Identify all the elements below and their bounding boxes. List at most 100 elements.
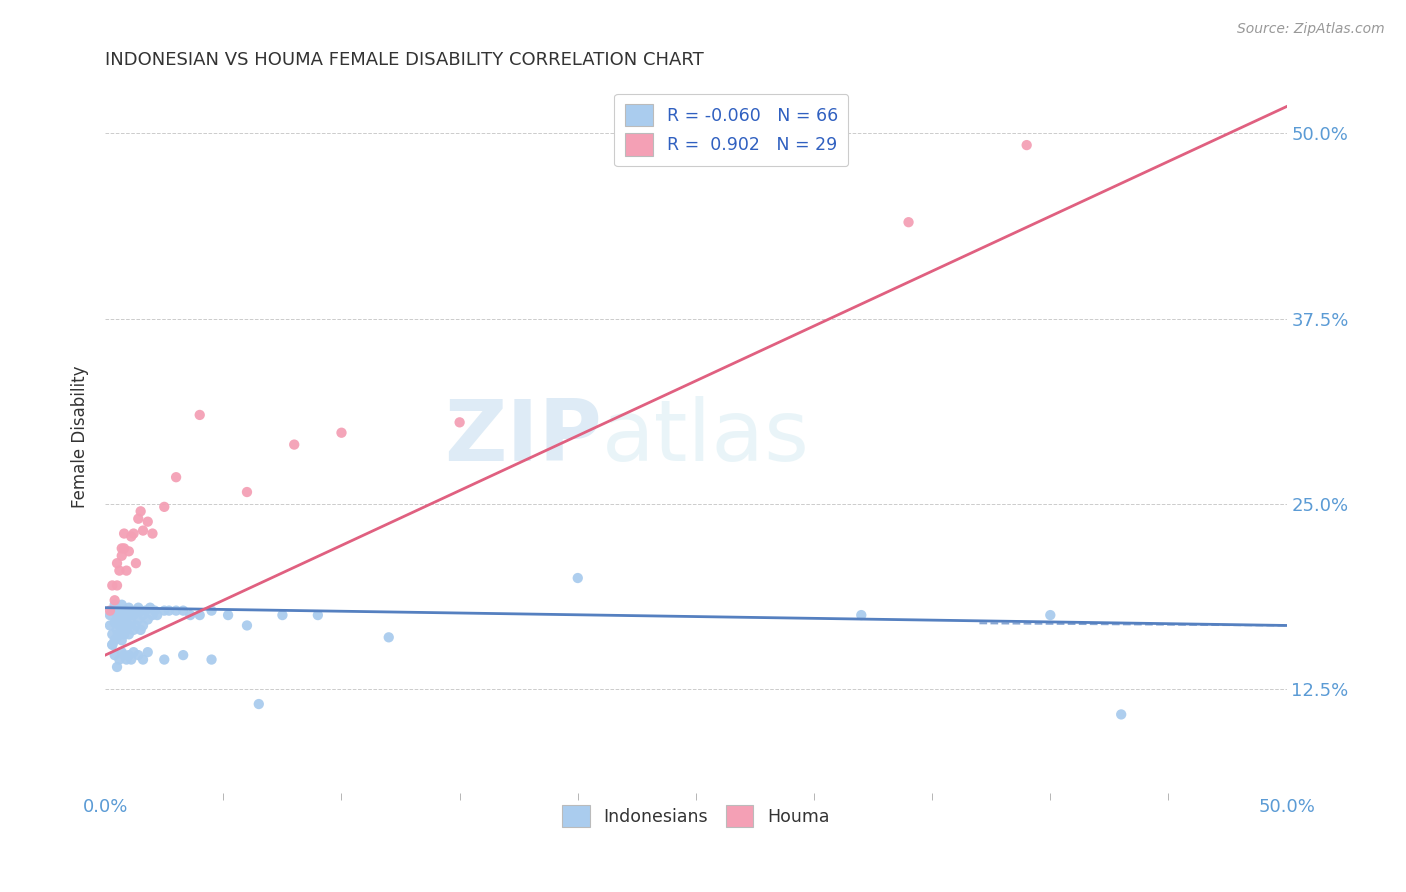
Point (101, 578, 124, 592)
Point (125, 556, 148, 570)
Text: INDONESIAN VS HOUMA FEMALE DISABILITY CORRELATION CHART: INDONESIAN VS HOUMA FEMALE DISABILITY CO… (105, 51, 704, 69)
Point (122, 608, 145, 623)
Point (1039, 608, 1062, 623)
Point (118, 618, 141, 632)
Point (112, 541, 135, 556)
Legend: Indonesians, Houma: Indonesians, Houma (555, 798, 837, 834)
Text: ZIP: ZIP (444, 396, 602, 479)
Point (129, 504, 152, 518)
Point (330, 425, 353, 440)
Point (118, 544, 141, 558)
Point (105, 607, 128, 621)
Point (449, 415, 471, 429)
Point (897, 215, 920, 229)
Point (143, 604, 166, 618)
Point (283, 437, 305, 451)
Point (111, 608, 134, 623)
Point (153, 604, 176, 618)
Point (136, 645, 159, 659)
Text: atlas: atlas (602, 396, 810, 479)
Point (129, 604, 152, 618)
Point (98, 618, 121, 632)
Point (104, 633, 127, 648)
Point (115, 613, 138, 627)
Point (111, 598, 134, 612)
Point (112, 627, 135, 641)
Point (111, 633, 134, 648)
Point (132, 608, 155, 623)
Point (112, 648, 135, 662)
Point (118, 648, 141, 662)
Point (127, 613, 149, 627)
Point (115, 564, 138, 578)
Point (307, 608, 329, 623)
Point (120, 604, 142, 618)
Point (125, 618, 148, 632)
Point (851, 608, 873, 623)
Point (271, 608, 294, 623)
Point (104, 648, 127, 662)
Point (112, 604, 135, 618)
Point (105, 613, 128, 627)
Point (127, 512, 149, 526)
Point (1015, 138, 1038, 153)
Point (157, 604, 180, 618)
Point (172, 604, 194, 618)
Point (101, 604, 124, 618)
Point (125, 604, 148, 618)
Point (120, 615, 142, 630)
Point (132, 652, 155, 666)
Point (101, 638, 124, 652)
Point (141, 526, 163, 541)
Point (179, 608, 201, 623)
Point (101, 627, 124, 641)
Point (105, 660, 128, 674)
Point (105, 623, 128, 637)
Point (111, 541, 134, 556)
Point (118, 600, 141, 615)
Point (118, 627, 141, 641)
Point (108, 604, 131, 618)
Point (236, 618, 259, 632)
Point (118, 608, 141, 623)
Point (127, 648, 149, 662)
Point (120, 652, 142, 666)
Point (111, 615, 134, 630)
Point (200, 604, 222, 618)
Point (129, 623, 152, 637)
Point (136, 515, 159, 529)
Point (136, 613, 159, 627)
Text: Source: ZipAtlas.com: Source: ZipAtlas.com (1237, 22, 1385, 37)
Point (111, 549, 134, 563)
Point (112, 618, 135, 632)
Point (122, 526, 145, 541)
Point (188, 408, 211, 422)
Point (217, 608, 239, 623)
Point (141, 608, 163, 623)
Point (101, 638, 124, 652)
Point (153, 500, 176, 514)
Point (165, 470, 187, 484)
Point (98, 608, 121, 623)
Point (139, 600, 162, 615)
Point (105, 578, 128, 592)
Point (172, 648, 194, 662)
Point (105, 630, 128, 644)
Point (200, 652, 222, 666)
Point (115, 604, 138, 618)
Point (146, 608, 169, 623)
Point (105, 556, 128, 570)
Point (377, 630, 399, 644)
Point (132, 524, 155, 538)
Point (108, 627, 131, 641)
Point (98, 604, 121, 618)
Point (165, 604, 187, 618)
Point (111, 645, 134, 659)
Point (122, 645, 145, 659)
Point (108, 608, 131, 623)
Point (122, 623, 145, 637)
Point (108, 564, 131, 578)
Point (247, 697, 270, 711)
Point (567, 571, 589, 585)
Point (115, 623, 138, 637)
